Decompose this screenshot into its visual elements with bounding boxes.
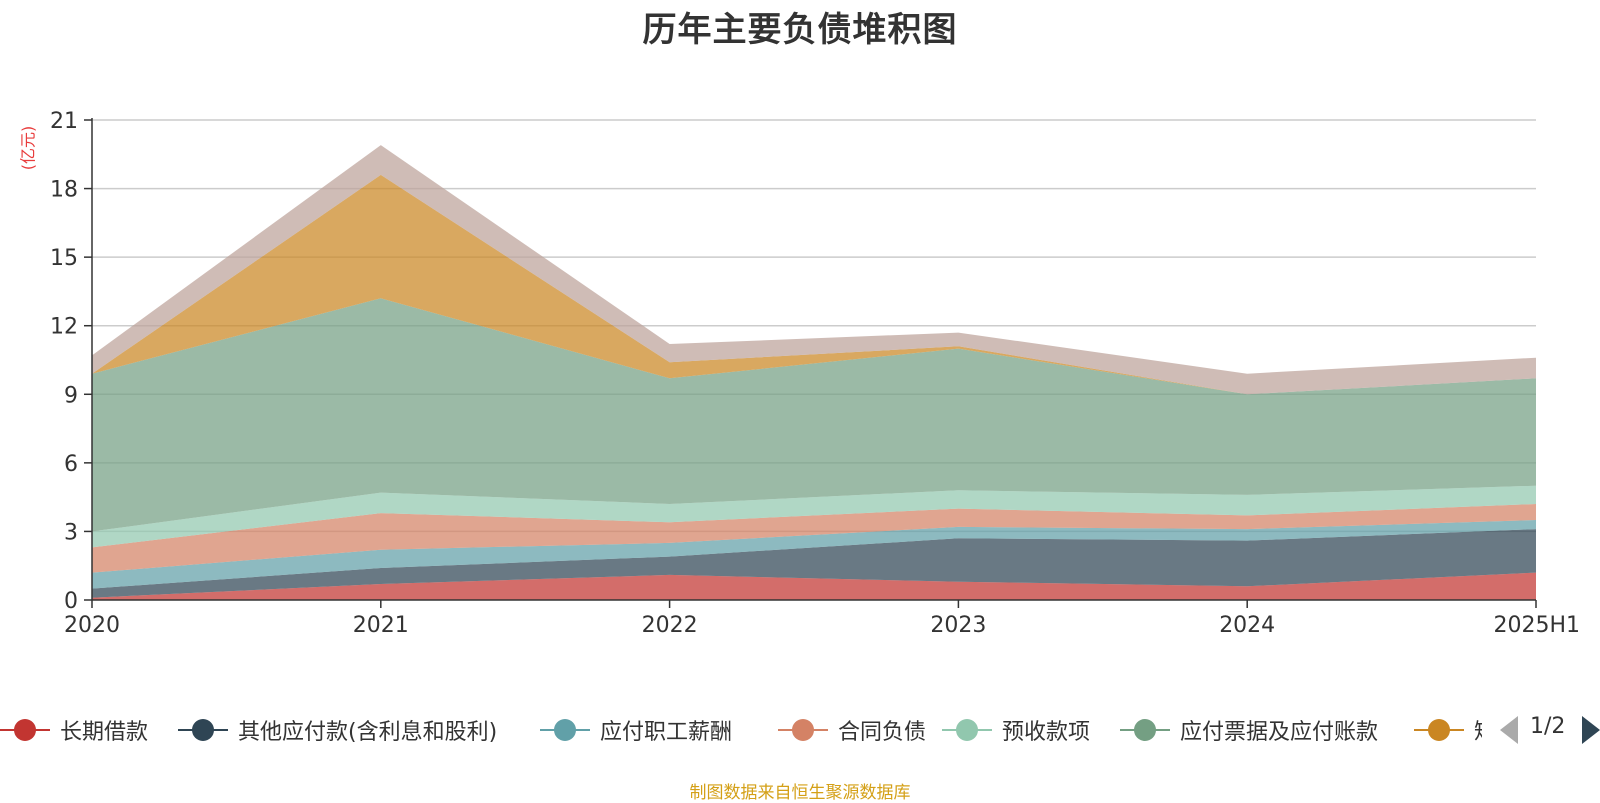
area-series-3[interactable] — [92, 520, 1536, 589]
area-series-6[interactable] — [92, 298, 1536, 532]
y-tick-label: 18 — [50, 178, 78, 203]
legend-marker-icon — [1414, 712, 1464, 748]
legend-next-page-icon[interactable] — [1582, 716, 1600, 744]
y-tick-label: 12 — [50, 315, 78, 340]
legend-marker-icon — [178, 712, 228, 748]
legend-label: 短期借款 — [1474, 714, 1482, 746]
area-series-7[interactable] — [92, 174, 1536, 395]
legend-items: 长期借款 其他应付款(含利息和股利) 应付职工薪酬 合同负债 预收款项 应付票据及应付账款… — [0, 712, 1482, 748]
axes: 0 3 6 9 12 15 18 21 2020 2021 2022 2023 2024 2025H1 — [50, 109, 1580, 638]
legend: 长期借款 其他应付款(含利息和股利) 应付职工薪酬 合同负债 预收款项 应付票据及应付账款… — [0, 712, 1600, 748]
legend-marker-icon — [540, 712, 590, 748]
x-tick-label: 2021 — [353, 613, 409, 638]
x-tick-label: 2023 — [930, 613, 986, 638]
x-tick-label: 2022 — [642, 613, 698, 638]
source-note: 制图数据来自恒生聚源数据库 — [689, 783, 911, 803]
stacked-area-chart: 0 3 6 9 12 15 18 21 2020 2021 2022 2023 2024 2025H1 — [50, 109, 1580, 638]
x-tick-label: 2020 — [64, 613, 120, 638]
legend-item-4[interactable]: 合同负债 — [778, 712, 926, 748]
legend-label: 合同负债 — [838, 720, 927, 745]
y-tick-label: 0 — [64, 589, 78, 614]
legend-label: 其他应付款(含利息和股利) — [238, 720, 498, 745]
area-series-group — [92, 145, 1536, 600]
y-tick-label: 3 — [64, 520, 78, 545]
x-tick-label: 2025H1 — [1493, 613, 1580, 638]
legend-label: 应付职工薪酬 — [600, 720, 733, 745]
legend-label: 应付票据及应付账款 — [1180, 720, 1379, 745]
y-tick-label: 9 — [64, 383, 78, 408]
legend-marker-icon — [0, 712, 50, 748]
chart-title: 历年主要负债堆积图 — [642, 10, 958, 50]
legend-item-5[interactable]: 预收款项 — [942, 712, 1090, 748]
legend-item-2[interactable]: 其他应付款(含利息和股利) — [178, 712, 497, 748]
y-tick-label: 21 — [50, 109, 78, 134]
y-tick-label: 15 — [50, 246, 78, 271]
legend-marker-icon — [1120, 712, 1170, 748]
legend-pager: 1/2 — [1500, 712, 1600, 748]
legend-item-3[interactable]: 应付职工薪酬 — [540, 712, 732, 748]
legend-item-6[interactable]: 应付票据及应付账款 — [1120, 712, 1378, 748]
y-tick-label: 6 — [64, 452, 78, 477]
legend-marker-icon — [778, 712, 828, 748]
area-series-5[interactable] — [92, 485, 1536, 548]
legend-item-1[interactable]: 长期借款 — [0, 712, 148, 748]
legend-page-indicator: 1/2 — [1530, 714, 1566, 739]
legend-marker-icon — [942, 712, 992, 748]
area-series-8[interactable] — [92, 145, 1536, 395]
legend-prev-page-icon[interactable] — [1500, 716, 1518, 744]
legend-item-7[interactable]: 短期借款 — [1414, 712, 1482, 748]
area-series-4[interactable] — [92, 504, 1536, 573]
area-series-2[interactable] — [92, 529, 1536, 598]
legend-label: 长期借款 — [60, 720, 149, 745]
x-tick-label: 2024 — [1219, 613, 1275, 638]
legend-label: 预收款项 — [1002, 720, 1091, 745]
area-series-1[interactable] — [92, 572, 1536, 600]
